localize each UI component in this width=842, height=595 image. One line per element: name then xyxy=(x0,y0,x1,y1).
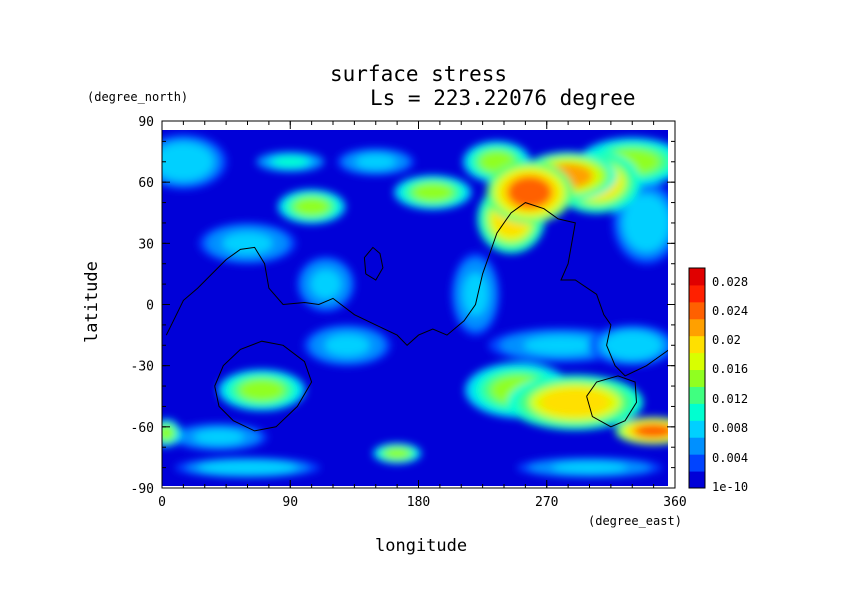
colorbar-swatch xyxy=(689,386,705,404)
colorbar-swatch xyxy=(689,352,705,371)
stress-blob xyxy=(210,462,285,473)
stress-blob xyxy=(463,272,488,316)
stress-blob xyxy=(239,379,285,401)
x-tick-label: 360 xyxy=(663,495,686,510)
chart-subtitle: Ls = 223.22076 degree xyxy=(370,86,636,110)
coastline-contours xyxy=(165,202,668,432)
stress-blob xyxy=(412,183,453,202)
contour-line xyxy=(586,375,638,428)
colorbar-label: 0.016 xyxy=(712,362,748,376)
colorbar-frame xyxy=(688,267,706,489)
colorbar-swatch xyxy=(689,284,705,303)
y-tick-label: 30 xyxy=(138,237,154,252)
x-tick-label: 0 xyxy=(158,495,166,510)
colorbar-swatch xyxy=(689,437,705,455)
contour-line xyxy=(165,202,668,377)
colorbar-label: 0.008 xyxy=(712,421,748,435)
x-axis-label: longitude xyxy=(375,536,468,556)
stress-blob xyxy=(384,447,410,459)
stress-blob xyxy=(629,201,664,245)
colorbar-swatch xyxy=(689,335,705,354)
stress-blob xyxy=(324,334,370,356)
stress-blob xyxy=(294,197,330,216)
chart-title: surface stress xyxy=(330,62,508,86)
colorbar-swatch xyxy=(689,420,705,438)
colorbar-swatch xyxy=(689,403,705,421)
colorbar-swatch xyxy=(689,301,705,320)
axis-ticks: 0 90 180 270 360 90 60 30 0 -30 -60 -90 xyxy=(131,115,687,510)
stress-blob xyxy=(310,269,341,299)
stress-blob xyxy=(523,336,599,355)
colorbar-swatch xyxy=(689,318,705,337)
y-tick-label: -60 xyxy=(131,421,154,436)
y-tick-label: 60 xyxy=(138,176,154,191)
colorbar-swatch xyxy=(689,268,705,286)
colorbar-swatch xyxy=(689,471,705,489)
stress-blob xyxy=(355,154,396,169)
stress-blob xyxy=(162,425,174,441)
y-tick-label: -90 xyxy=(131,482,154,497)
y-tick-label: 90 xyxy=(138,115,154,130)
stress-blob xyxy=(633,423,668,439)
x-tick-label: 180 xyxy=(407,495,430,510)
colorbar-label: 0.028 xyxy=(712,275,748,289)
y-axis-unit: (degree_north) xyxy=(87,90,189,104)
contour-line xyxy=(214,340,313,432)
stress-blob xyxy=(272,156,308,168)
stress-blob xyxy=(194,429,244,445)
stress-blob xyxy=(222,232,273,255)
stress-field xyxy=(162,130,668,486)
colorbar-label: 1e-10 xyxy=(712,480,748,494)
x-tick-label: 90 xyxy=(282,495,298,510)
stress-blob xyxy=(609,334,655,356)
stress-blob xyxy=(507,176,553,209)
stress-blob xyxy=(552,462,627,473)
stress-blob xyxy=(162,147,206,177)
y-tick-label: -30 xyxy=(131,360,154,375)
x-axis-unit: (degree_east) xyxy=(588,514,682,528)
y-tick-label: 0 xyxy=(146,299,154,314)
x-tick-label: 270 xyxy=(535,495,558,510)
stress-blob xyxy=(540,388,611,417)
colorbar-label: 0.012 xyxy=(712,392,748,406)
contour-line xyxy=(363,246,384,281)
colorbar-label: 0.02 xyxy=(712,333,741,347)
colorbar-swatch xyxy=(689,369,705,387)
colorbar-swatch xyxy=(689,454,705,472)
colorbar-label: 0.004 xyxy=(712,451,748,465)
colorbar: 0.028 0.024 0.02 0.016 0.012 0.008 0.004 1e-10 xyxy=(688,267,748,494)
colorbar-label: 0.024 xyxy=(712,304,748,318)
